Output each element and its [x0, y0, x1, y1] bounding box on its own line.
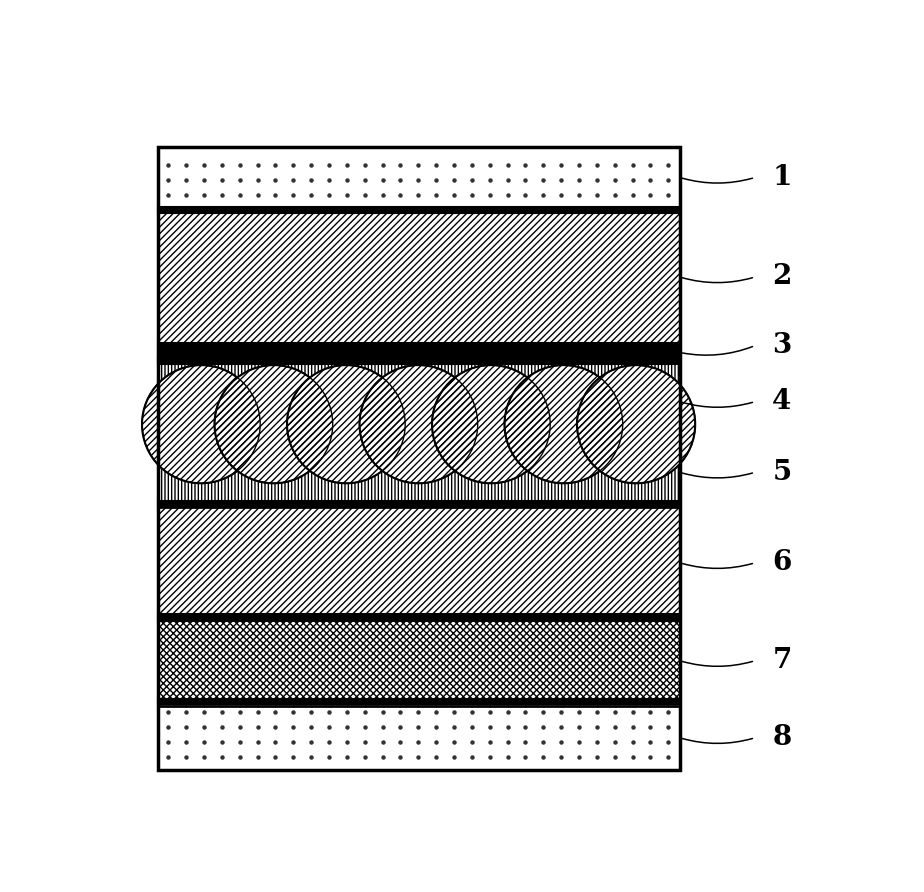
- Bar: [158, 362, 680, 503]
- Text: 6: 6: [772, 549, 792, 576]
- Text: 7: 7: [772, 648, 792, 674]
- Bar: [158, 614, 680, 621]
- Text: 1: 1: [772, 164, 792, 191]
- Text: 4: 4: [772, 388, 792, 415]
- Circle shape: [287, 365, 406, 483]
- Text: 5: 5: [772, 458, 792, 486]
- Circle shape: [214, 365, 333, 483]
- Bar: [158, 147, 680, 208]
- Circle shape: [142, 365, 261, 483]
- Circle shape: [432, 365, 550, 483]
- Bar: [158, 343, 680, 362]
- Bar: [158, 211, 680, 343]
- Circle shape: [505, 365, 623, 483]
- Bar: [158, 500, 680, 508]
- Text: 3: 3: [772, 332, 792, 359]
- Bar: [158, 207, 680, 213]
- Circle shape: [359, 365, 478, 483]
- Bar: [158, 507, 680, 619]
- Bar: [158, 147, 680, 770]
- Circle shape: [577, 365, 695, 483]
- Bar: [158, 699, 680, 705]
- Text: 2: 2: [772, 263, 792, 291]
- Text: 8: 8: [772, 724, 792, 751]
- Bar: [158, 706, 680, 770]
- Bar: [158, 356, 680, 364]
- Bar: [158, 619, 680, 702]
